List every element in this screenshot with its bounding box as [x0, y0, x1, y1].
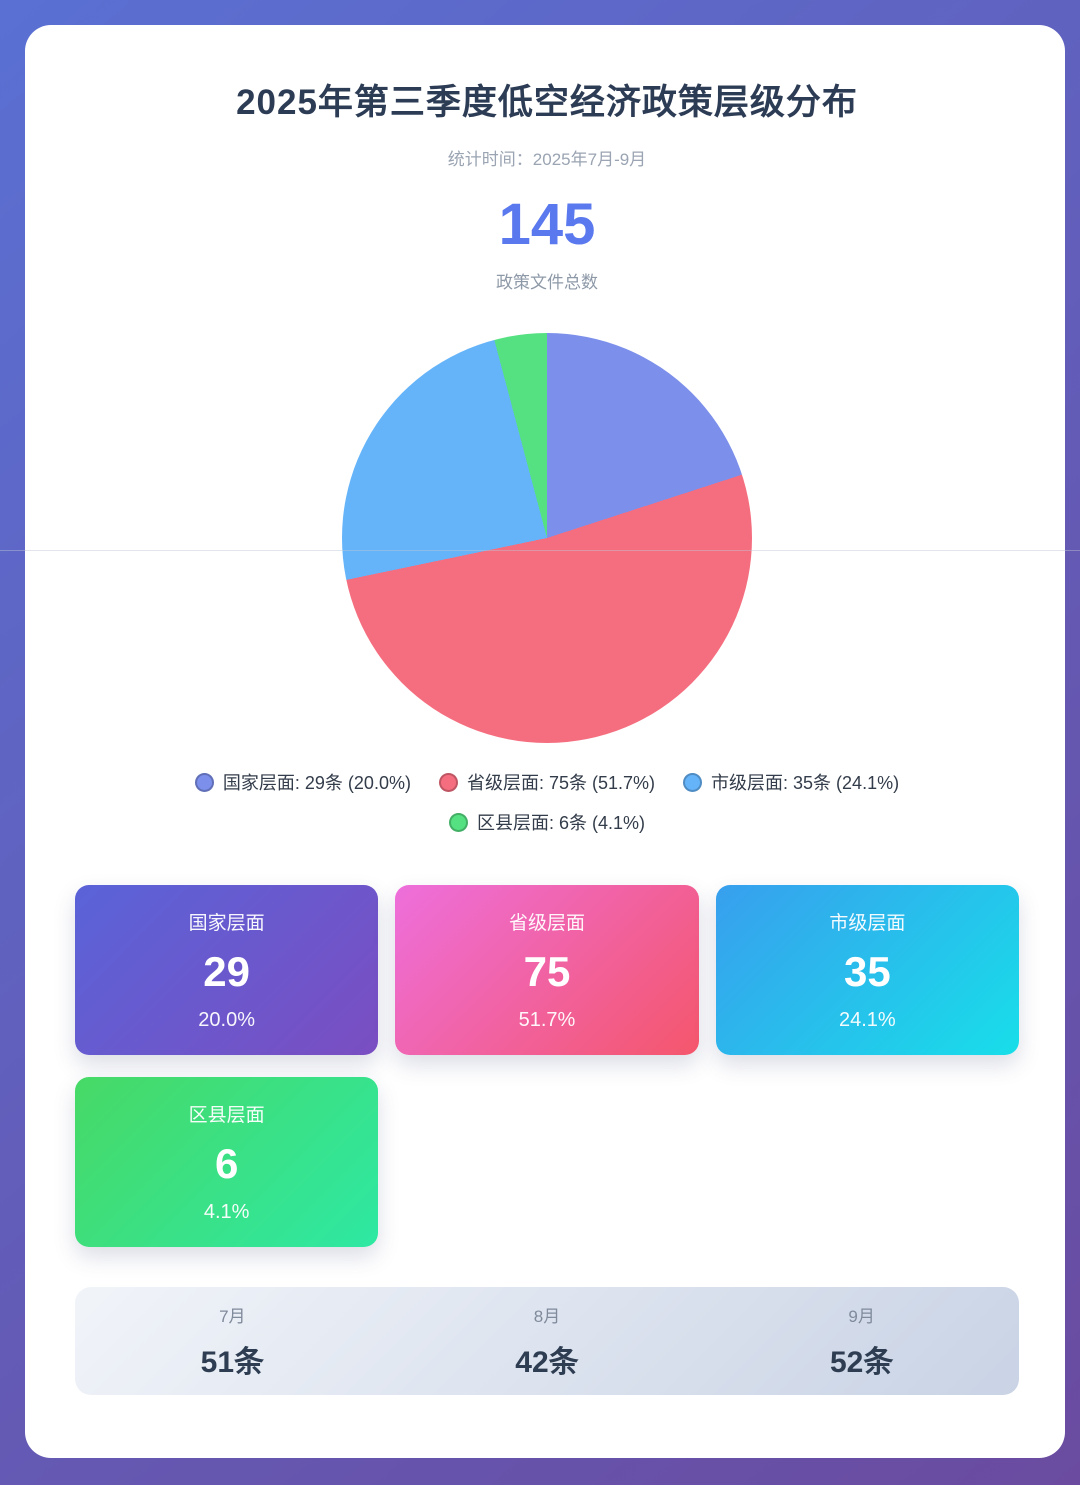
- legend-row-2: 区县层面: 6条 (4.1%): [448, 809, 646, 835]
- legend-item-provincial[interactable]: 省级层面: 75条 (51.7%): [438, 769, 656, 795]
- pie-chart: [342, 333, 752, 744]
- month-value: 52条: [829, 1345, 894, 1379]
- legend-label-municipal: 市级层面: 35条 (24.1%): [711, 773, 900, 794]
- legend-label-provincial: 省级层面: 75条 (51.7%): [466, 773, 656, 794]
- stat-card-municipal: 市级层面 35 24.1%: [715, 885, 1019, 1056]
- stat-cards-grid: 国家层面 29 20.0% 省级层面 75 51.7% 市级层面 35 24.1…: [75, 885, 1019, 1248]
- legend-swatch-provincial: [438, 772, 458, 792]
- month-value: 42条: [515, 1345, 579, 1379]
- legend-swatch-district: [448, 812, 468, 832]
- month-value: 51条: [200, 1345, 265, 1379]
- stat-card-percent: 4.1%: [203, 1201, 250, 1224]
- month-cell-july: 7月 51条: [75, 1302, 390, 1381]
- stat-card-title: 省级层面: [508, 913, 585, 935]
- legend-item-municipal[interactable]: 市级层面: 35条 (24.1%): [683, 769, 899, 795]
- stat-card-value: 6: [214, 1140, 239, 1188]
- legend-label-district: 区县层面: 6条 (4.1%): [476, 813, 646, 834]
- chart-legend: 国家层面: 29条 (20.0%) 省级层面: 75条 (51.7%) 市级层面…: [75, 769, 1019, 835]
- page-title: 2025年第三季度低空经济政策层级分布: [236, 83, 858, 122]
- stat-card-value: 75: [523, 948, 571, 996]
- stat-card-title: 区县层面: [188, 1105, 265, 1127]
- stat-card-title: 市级层面: [829, 913, 906, 935]
- stat-card-value: 35: [843, 948, 891, 996]
- legend-item-district[interactable]: 区县层面: 6条 (4.1%): [448, 809, 646, 835]
- monthly-summary-bar: 7月 51条 8月 42条 9月 52条: [75, 1287, 1019, 1396]
- legend-swatch-municipal: [683, 772, 703, 792]
- stat-card-provincial: 省级层面 75 51.7%: [395, 885, 699, 1056]
- stat-card-value: 29: [203, 948, 251, 996]
- stat-card-percent: 51.7%: [518, 1009, 576, 1032]
- stat-card-percent: 24.1%: [838, 1009, 896, 1032]
- legend-label-national: 国家层面: 29条 (20.0%): [222, 773, 411, 794]
- report-card: 2025年第三季度低空经济政策层级分布 统计时间：2025年7月-9月 145 …: [25, 25, 1065, 1458]
- stat-card-title: 国家层面: [188, 913, 265, 935]
- month-label: 8月: [533, 1306, 561, 1326]
- total-count: 145: [498, 192, 596, 258]
- month-cell-september: 9月 52条: [704, 1302, 1019, 1381]
- month-label: 9月: [848, 1306, 875, 1326]
- month-label: 7月: [219, 1306, 246, 1326]
- legend-row-1: 国家层面: 29条 (20.0%) 省级层面: 75条 (51.7%) 市级层面…: [194, 769, 899, 795]
- stat-card-district: 区县层面 6 4.1%: [75, 1077, 379, 1248]
- report-period: 统计时间：2025年7月-9月: [447, 150, 647, 170]
- month-cell-august: 8月 42条: [390, 1302, 705, 1381]
- legend-item-national[interactable]: 国家层面: 29条 (20.0%): [194, 769, 411, 795]
- total-count-label: 政策文件总数: [496, 273, 598, 293]
- stat-card-percent: 20.0%: [198, 1009, 256, 1032]
- stat-card-national: 国家层面 29 20.0%: [75, 885, 379, 1056]
- legend-swatch-national: [194, 772, 214, 792]
